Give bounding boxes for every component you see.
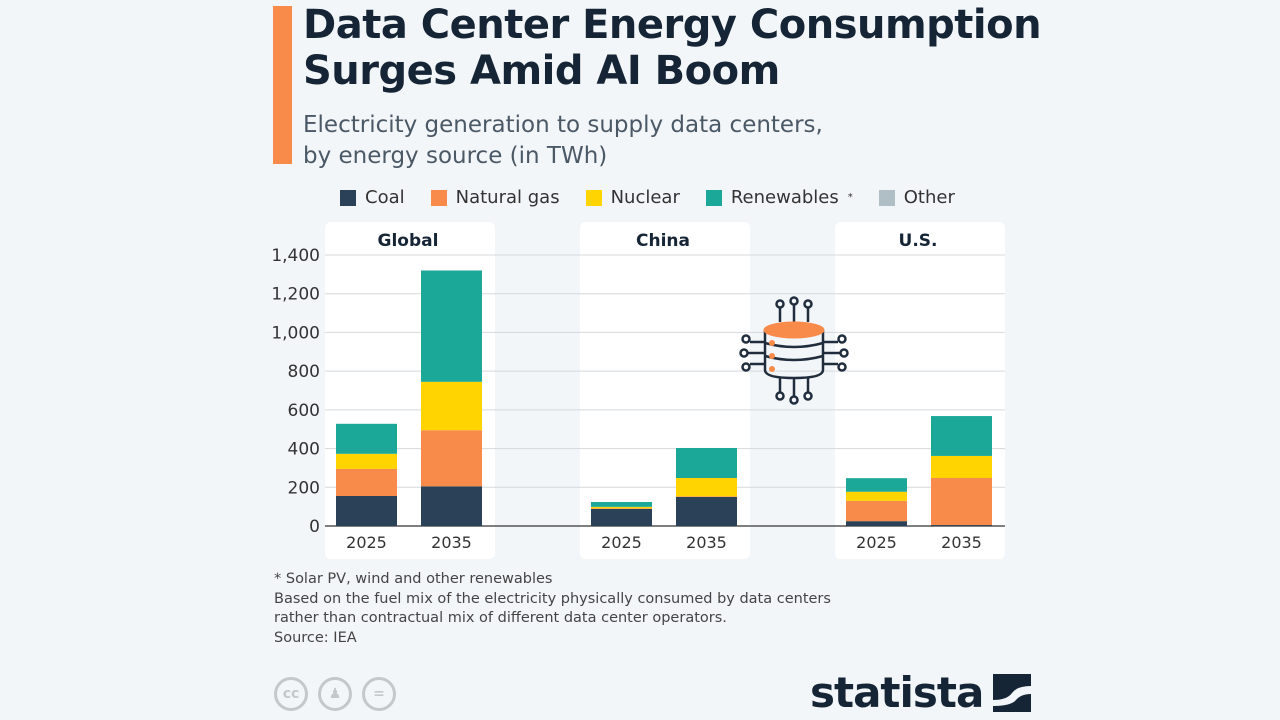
nd-icon: = bbox=[362, 677, 396, 711]
legend-item-other: Other bbox=[878, 187, 955, 208]
x-tick-label: 2025 bbox=[346, 533, 387, 552]
bar-segment-us-2025-renewables bbox=[846, 478, 907, 492]
panel-title: Global bbox=[378, 231, 439, 251]
bar-segment-us-2025-coal bbox=[846, 521, 907, 526]
legend-item-renewables: Renewables * bbox=[705, 187, 853, 208]
x-tick-label: 2035 bbox=[686, 533, 727, 552]
bar-segment-global-2035-renewables bbox=[421, 270, 482, 382]
panel-title: China bbox=[636, 231, 690, 251]
legend-swatch bbox=[878, 189, 895, 206]
statista-logo: statista bbox=[810, 668, 1032, 717]
x-tick-label: 2025 bbox=[601, 533, 642, 552]
y-tick-label: 400 bbox=[288, 440, 320, 460]
chart-title: Data Center Energy Consumption Surges Am… bbox=[303, 2, 1042, 94]
bar-segment-us-2035-coal bbox=[931, 525, 992, 526]
legend-item-coal: Coal bbox=[340, 187, 405, 208]
logo-mark-icon bbox=[993, 673, 1032, 712]
legend-swatch bbox=[340, 189, 356, 206]
legend-label: Nuclear bbox=[610, 187, 680, 208]
bar-segment-china-2025-natural-gas bbox=[591, 508, 652, 509]
bar-segment-global-2025-coal bbox=[336, 495, 397, 526]
x-tick-label: 2035 bbox=[431, 533, 472, 552]
y-tick-label: 800 bbox=[288, 362, 320, 382]
y-tick-label: 600 bbox=[288, 401, 320, 421]
legend-item-natural-gas: Natural gas bbox=[430, 187, 560, 208]
bar-segment-china-2035-nuclear bbox=[676, 477, 737, 497]
footnote-method-1: Based on the fuel mix of the electricity… bbox=[274, 590, 831, 607]
legend: Coal Natural gas Nuclear Renewables * Other bbox=[340, 187, 955, 208]
legend-swatch bbox=[585, 189, 602, 206]
y-tick-label: 200 bbox=[288, 478, 320, 498]
bar-segment-us-2025-natural-gas bbox=[846, 500, 907, 522]
bar-segment-us-2035-nuclear bbox=[931, 455, 992, 478]
y-tick-label: 1,400 bbox=[271, 246, 320, 266]
footnote-method-2: rather than contractual mix of different… bbox=[274, 610, 727, 626]
footnote-renewables: * Solar PV, wind and other renewables bbox=[274, 571, 553, 587]
bar-segment-china-2025-coal bbox=[591, 508, 652, 526]
subtitle-line-2: by energy source (in TWh) bbox=[303, 143, 608, 169]
license-icons: cc ♟ = bbox=[274, 677, 396, 711]
bar-segment-china-2025-renewables bbox=[591, 501, 652, 507]
legend-label: Coal bbox=[365, 187, 405, 208]
bar-segment-global-2025-nuclear bbox=[336, 453, 397, 469]
y-tick-label: 0 bbox=[309, 517, 320, 537]
accent-bar bbox=[273, 6, 292, 164]
by-icon: ♟ bbox=[318, 677, 352, 711]
bar-segment-global-2035-natural-gas bbox=[421, 430, 482, 487]
legend-swatch bbox=[430, 189, 447, 206]
bar-segment-china-2035-natural-gas bbox=[676, 496, 737, 497]
x-tick-label: 2035 bbox=[941, 533, 982, 552]
legend-label: Renewables bbox=[730, 187, 839, 208]
legend-footnote-mark: * bbox=[847, 192, 853, 203]
x-tick-label: 2025 bbox=[856, 533, 897, 552]
bar-segment-china-2025-nuclear bbox=[591, 506, 652, 509]
legend-label: Other bbox=[903, 187, 955, 208]
source-note: Source: IEA bbox=[274, 629, 357, 646]
y-tick-label: 1,000 bbox=[271, 323, 320, 343]
chart-subtitle: Electricity generation to supply data ce… bbox=[303, 110, 823, 172]
legend-item-nuclear: Nuclear bbox=[585, 187, 680, 208]
panel-title: U.S. bbox=[899, 231, 938, 251]
bar-segment-china-2035-renewables bbox=[676, 447, 737, 478]
bar-segment-global-2025-renewables bbox=[336, 423, 397, 454]
title-line-2: Surges Amid AI Boom bbox=[303, 48, 780, 94]
bar-segment-us-2035-natural-gas bbox=[931, 477, 992, 526]
logo-text: statista bbox=[810, 668, 984, 717]
legend-label: Natural gas bbox=[455, 187, 560, 208]
legend-swatch bbox=[705, 189, 722, 206]
bar-segment-global-2035-nuclear bbox=[421, 381, 482, 431]
bar-segment-china-2035-coal bbox=[676, 496, 737, 526]
data-center-server-icon bbox=[739, 296, 849, 405]
bar-segment-global-2025-natural-gas bbox=[336, 468, 397, 496]
cc-icon: cc bbox=[274, 677, 308, 711]
footnotes: * Solar PV, wind and other renewables Ba… bbox=[274, 570, 831, 648]
subtitle-line-1: Electricity generation to supply data ce… bbox=[303, 112, 823, 138]
bar-segment-global-2035-coal bbox=[421, 486, 482, 526]
bar-segment-us-2035-renewables bbox=[931, 416, 992, 456]
y-tick-label: 1,200 bbox=[271, 285, 320, 305]
title-line-1: Data Center Energy Consumption bbox=[303, 2, 1042, 48]
bar-segment-us-2025-nuclear bbox=[846, 491, 907, 501]
